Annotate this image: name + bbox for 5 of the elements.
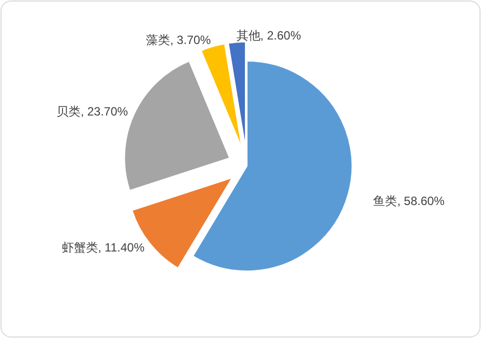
slice-label: 其他, 2.60% bbox=[236, 28, 302, 42]
slice-label: 贝类, 23.70% bbox=[56, 104, 128, 118]
slice-label: 藻类, 3.70% bbox=[146, 33, 212, 48]
slice-label: 虾蟹类, 11.40% bbox=[62, 240, 145, 255]
slice-label: 鱼类, 58.60% bbox=[373, 194, 445, 208]
